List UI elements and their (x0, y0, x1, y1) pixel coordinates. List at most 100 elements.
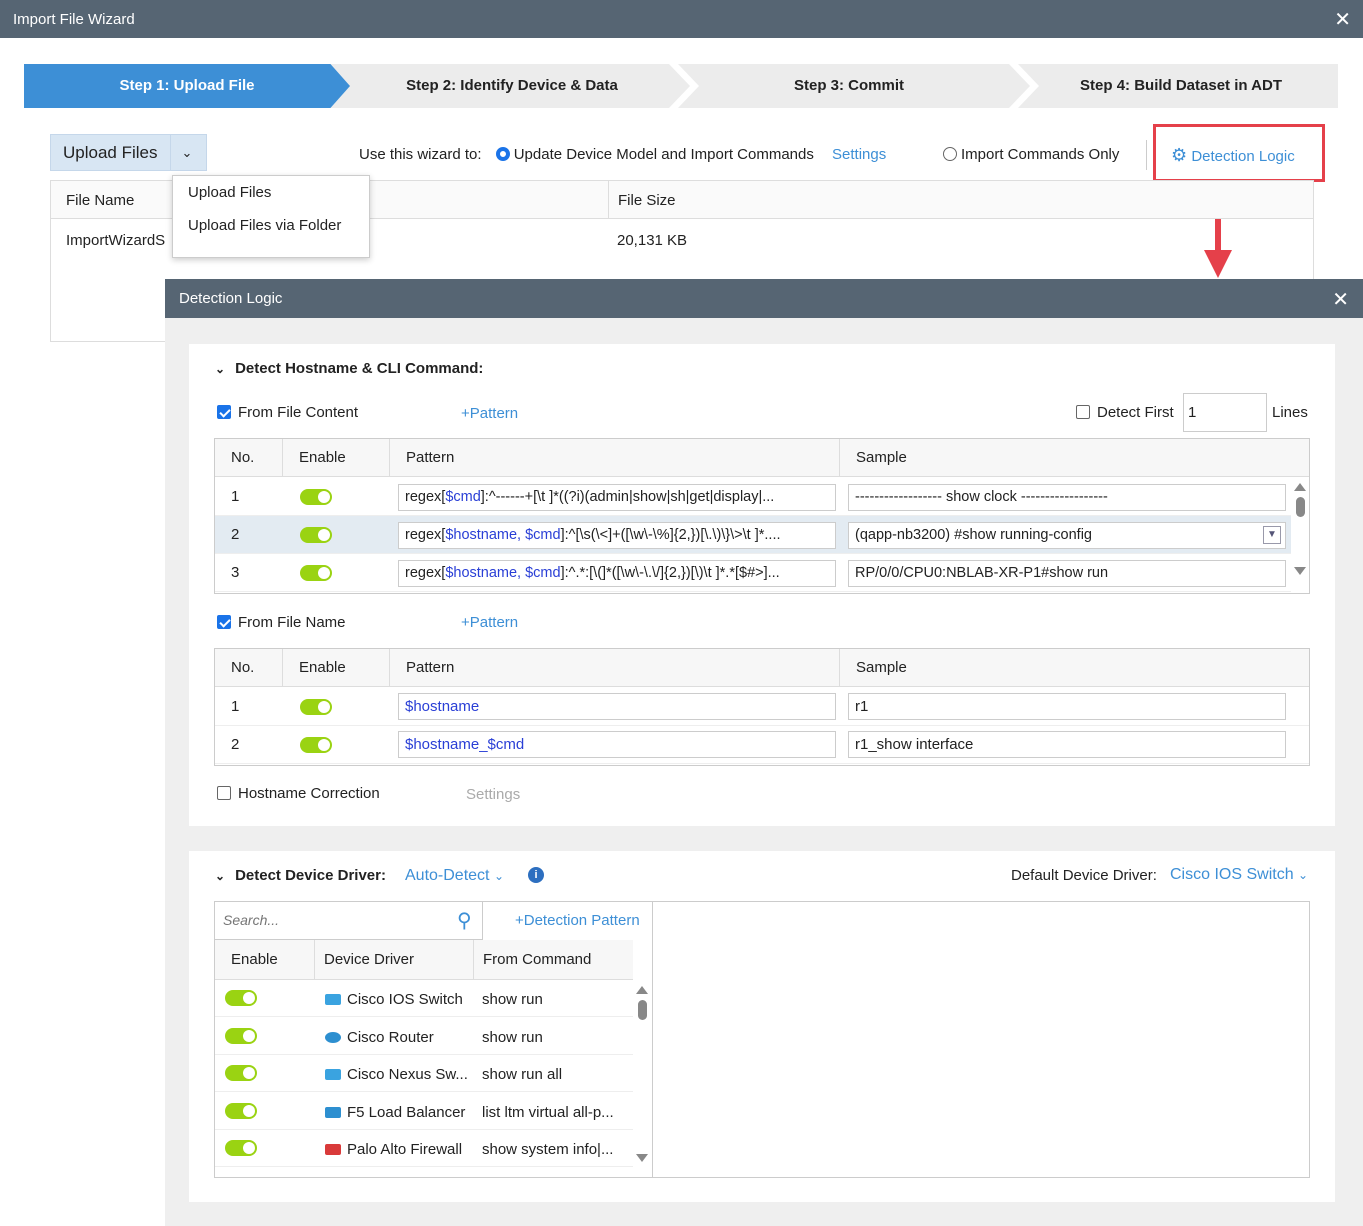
sample-input[interactable]: ------------------ show clock ----------… (848, 484, 1286, 511)
name-pattern-table: No. Enable Pattern Sample 1 $hostname r1… (214, 648, 1310, 766)
driver-command: show run (482, 1028, 543, 1046)
row-number: 2 (231, 736, 240, 753)
step-4[interactable]: Step 4: Build Dataset in ADT (1080, 77, 1282, 94)
dialog-title: Detection Logic (179, 290, 283, 307)
upload-menu: Upload Files Upload Files via Folder (172, 175, 370, 258)
enable-toggle[interactable] (300, 527, 332, 543)
sample-input[interactable]: (qapp-nb3200) #show running-config ▼ (848, 522, 1286, 549)
driver-panel: ⚲ +Detection Pattern Enable Device Drive… (214, 901, 1310, 1178)
menu-upload-folder[interactable]: Upload Files via Folder (188, 217, 342, 234)
add-name-pattern-link[interactable]: +Pattern (461, 614, 519, 631)
step-1[interactable]: Step 1: Upload File (24, 64, 350, 108)
lines-label: Lines (1272, 404, 1308, 421)
enable-toggle[interactable] (300, 737, 332, 753)
radio-import-only[interactable]: Import Commands Only (943, 146, 1119, 163)
driver-name: Cisco Nexus Sw... (347, 1066, 468, 1083)
enable-toggle[interactable] (225, 1065, 257, 1081)
col-sample: Sample (839, 439, 907, 476)
file-name-cell[interactable]: ImportWizardS (66, 232, 166, 249)
wizard-mode: Use this wizard to: Update Device Model … (359, 146, 886, 163)
sample-input[interactable]: RP/0/0/CPU0:NBLAB-XR-P1#show run (848, 560, 1286, 587)
settings-link[interactable]: Settings (832, 146, 887, 163)
scrollbar[interactable] (1293, 483, 1307, 575)
name-pattern-row[interactable]: 2 $hostname_$cmd r1_show interface (215, 726, 1309, 764)
col-file-name: File Name (66, 192, 135, 209)
chevron-down-icon[interactable]: ⌄ (181, 145, 193, 160)
window-titlebar: Import File Wizard ✕ (0, 0, 1363, 38)
content-pattern-row[interactable]: 3 regex[$hostname, $cmd]:^.*:[\(]*([\w\-… (215, 554, 1291, 592)
add-detection-pattern-link[interactable]: +Detection Pattern (515, 912, 640, 929)
chevron-down-icon: ⌄ (215, 869, 226, 883)
step-2[interactable]: Step 2: Identify Device & Data (406, 77, 618, 94)
menu-upload-files[interactable]: Upload Files (188, 184, 272, 201)
close-icon[interactable]: ✕ (1334, 9, 1351, 31)
highlight-box (1153, 124, 1325, 182)
col-enable: Enable (282, 439, 346, 476)
col-enable: Enable (231, 951, 278, 968)
info-icon[interactable]: i (528, 867, 544, 883)
driver-name: Cisco Router (347, 1028, 434, 1046)
pattern-input[interactable]: regex[$hostname, $cmd]:^.*:[\(]*([\w\-\.… (398, 560, 836, 587)
radio-update-model[interactable]: Update Device Model and Import Commands (495, 146, 814, 163)
from-file-content-checkbox[interactable]: From File Content (217, 404, 358, 421)
driver-name: F5 Load Balancer (347, 1103, 466, 1121)
upload-files-label[interactable]: Upload Files (51, 135, 171, 170)
col-no: No. (231, 659, 255, 676)
close-icon[interactable]: ✕ (1332, 289, 1349, 311)
row-number: 2 (231, 526, 240, 543)
pattern-input[interactable]: $hostname (398, 693, 836, 720)
enable-toggle[interactable] (225, 1027, 257, 1044)
enable-toggle[interactable] (225, 1102, 257, 1119)
content-pattern-row[interactable]: 2 regex[$hostname, $cmd]:^[\s(\<]+([\w\-… (215, 516, 1291, 554)
scrollbar[interactable] (635, 986, 649, 1162)
detection-logic-button[interactable]: ⚙ Detection Logic (1171, 145, 1295, 165)
step-3[interactable]: Step 3: Commit (793, 77, 904, 94)
row-number: 1 (231, 698, 240, 715)
auto-detect-dropdown[interactable]: Auto-Detect ⌄ (405, 867, 504, 884)
col-enable: Enable (282, 649, 346, 686)
pattern-input[interactable]: regex[$cmd]:^------+[\t ]*((?i)(admin|sh… (398, 484, 836, 511)
file-size-cell: 20,131 KB (617, 232, 688, 249)
hostname-correction-checkbox[interactable]: Hostname Correction (217, 785, 380, 802)
driver-command: show run all (482, 1066, 563, 1083)
chevron-down-icon: ⌄ (215, 362, 226, 376)
enable-toggle[interactable] (225, 990, 257, 1006)
dialog-header: Detection Logic ✕ (165, 279, 1363, 318)
driver-row[interactable]: Cisco IOS Switch show run (215, 980, 633, 1017)
pattern-input[interactable]: regex[$hostname, $cmd]:^[\s(\<]+([\w\-\%… (398, 522, 836, 549)
hostname-section-title[interactable]: ⌄ Detect Hostname & CLI Command: (215, 360, 484, 377)
driver-row[interactable]: Cisco Nexus Sw... show run all (215, 1055, 633, 1092)
enable-toggle[interactable] (225, 1140, 257, 1156)
load-balancer-icon (325, 1106, 341, 1118)
pattern-input[interactable]: $hostname_$cmd (398, 731, 836, 758)
add-pattern-link[interactable]: +Pattern (461, 405, 519, 422)
driver-row[interactable]: Palo Alto Firewall show system info|... (215, 1130, 633, 1167)
content-pattern-table: No. Enable Pattern Sample 1 regex[$cmd]:… (214, 438, 1310, 594)
sample-input[interactable]: r1_show interface (848, 731, 1286, 758)
enable-toggle[interactable] (300, 699, 332, 715)
name-pattern-row[interactable]: 1 $hostname r1 (215, 688, 1309, 726)
col-device-driver: Device Driver (314, 940, 414, 979)
enable-toggle[interactable] (300, 489, 332, 505)
gear-icon: ⚙ (1171, 145, 1188, 165)
row-number: 1 (231, 488, 240, 505)
detect-first-input[interactable]: 1 (1183, 393, 1267, 432)
search-icon[interactable]: ⚲ (457, 910, 472, 932)
sample-input[interactable]: r1 (848, 693, 1286, 720)
driver-row[interactable]: Cisco Router show run (215, 1018, 633, 1055)
default-driver-dropdown[interactable]: Cisco IOS Switch ⌄ (1170, 866, 1309, 883)
default-driver-label: Default Device Driver: (1011, 867, 1157, 884)
driver-section-title[interactable]: ⌄ Detect Device Driver: (215, 867, 386, 884)
content-pattern-row[interactable]: 1 regex[$cmd]:^------+[\t ]*((?i)(admin|… (215, 478, 1291, 516)
enable-toggle[interactable] (300, 565, 332, 581)
hostname-section: ⌄ Detect Hostname & CLI Command: From Fil… (189, 344, 1335, 826)
driver-row[interactable]: F5 Load Balancer list ltm virtual all-p.… (215, 1093, 633, 1130)
col-sample: Sample (839, 649, 907, 686)
upload-files-button[interactable]: Upload Files ⌄ (50, 134, 207, 171)
driver-name: Cisco IOS Switch (347, 991, 463, 1008)
search-input[interactable] (223, 912, 453, 928)
files-table: File Name File Size ImportWizardS 20,131… (50, 180, 1314, 342)
row-number: 3 (231, 564, 240, 581)
from-file-name-checkbox[interactable]: From File Name (217, 614, 346, 631)
detect-first-checkbox[interactable]: Detect First (1076, 404, 1174, 421)
